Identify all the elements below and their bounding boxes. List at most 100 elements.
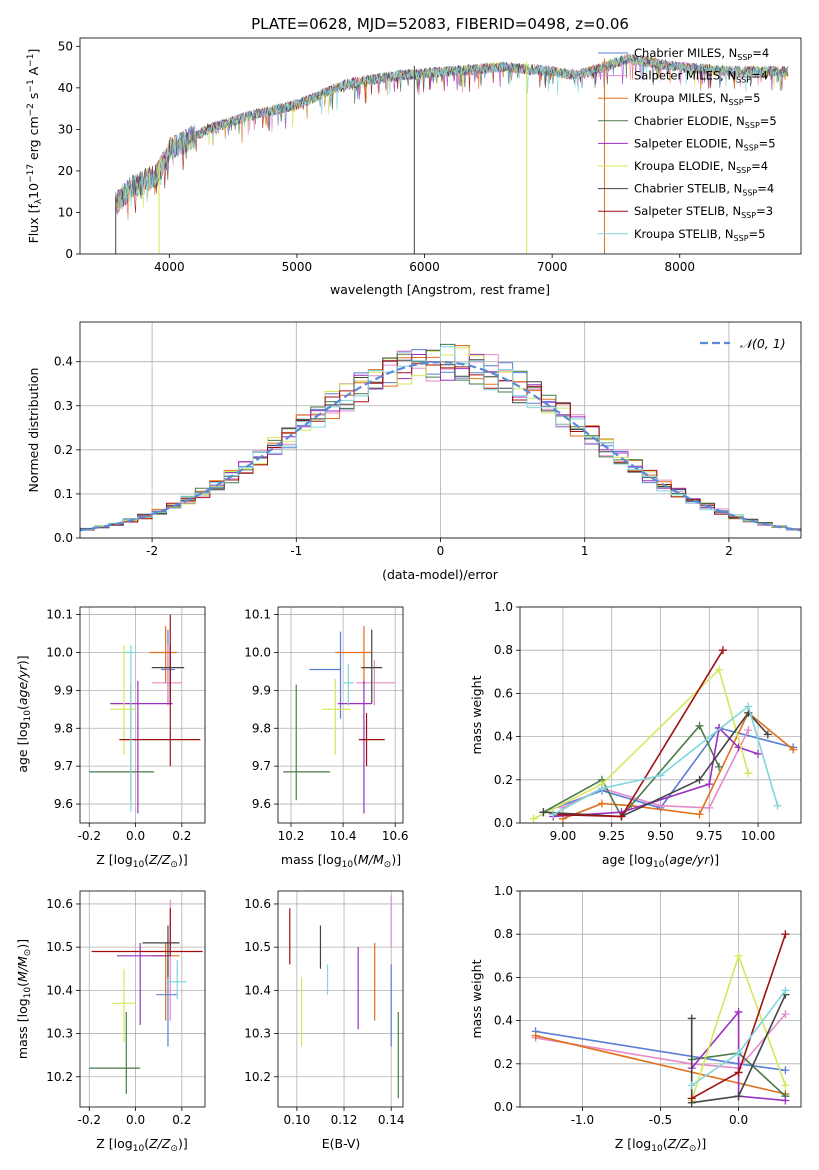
plot-area [531,930,790,1107]
x-tick-label: 10.2 [278,829,305,843]
y-tick-label: 9.6 [252,797,271,811]
weight-point [656,771,665,780]
x-axis-label: Z [log10(Z/Z⊙)] [96,852,187,870]
weight-point [781,1010,790,1019]
x-tick-label: 10.6 [382,829,409,843]
x-tick-label: 9.00 [550,829,577,843]
plot-area [89,899,203,1095]
weight-series-kroupa-stelib [549,702,782,819]
y-tick-label: 1.0 [494,600,513,614]
y-tick-label: 9.8 [54,721,73,735]
weight-point [617,812,626,821]
weight-point [734,1049,743,1057]
weight-series-chabrier-stelib [687,990,790,1107]
x-tick-label: -2 [146,544,158,558]
weight-series-kroupa-stelib [687,986,790,1090]
weight-point [763,730,772,739]
y-tick-label: 10.3 [244,1027,271,1041]
y-tick-label: 0.8 [494,927,513,941]
x-tick-label: 6000 [409,260,440,274]
y-axis-label: mass weight [469,675,484,754]
x-tick-label: 0.10 [284,1113,311,1127]
chart-Z-weights: -1.0 -0.5 0.0 0.0 0.2 0.4 0.6 0.8 1.0 mass weight… [469,884,802,1154]
legend-label: Chabrier MILES, NSSP=4 [634,46,769,62]
x-tick-label: -0.2 [78,829,101,843]
y-tick-label: 0.2 [54,443,73,457]
plot-area [89,614,201,814]
y-tick-label: 0.6 [494,970,513,984]
y-tick-label: 0.4 [54,355,73,369]
x-tick-label: 1 [581,544,589,558]
weight-point [539,808,548,817]
weight-point [781,1096,790,1105]
y-axis-label: Flux [fλ10−17 erg cm−2 s−1 A−1] [26,49,44,244]
x-tick-label: 0.14 [378,1113,405,1127]
errorbar-salpeter-elodie [117,942,171,1025]
y-tick-label: 0.4 [494,730,513,744]
y-tick-label: 10.1 [46,608,73,622]
weight-point [734,1068,743,1077]
weight-line [562,711,794,820]
weight-series-kroupa-elodie [529,665,753,823]
weight-point [734,951,743,960]
weight-point [687,1081,696,1090]
plot-area [289,895,399,1099]
histogram-salpeter-stelib [80,360,801,531]
weight-point [705,803,714,812]
weight-point [549,810,558,819]
x-tick-label: 2 [725,544,733,558]
histogram-kroupa-stelib [80,346,801,531]
x-axis-label: age [log10(age/yr)] [602,852,719,870]
weight-line [533,668,750,820]
weight-line [553,649,724,818]
axes-frame [277,890,404,1108]
y-tick-label: 50 [58,39,73,53]
weight-point [754,749,763,758]
normal-reference-curve [80,360,801,532]
y-tick-label: 10 [58,205,73,219]
chart-spectrum: 4000 5000 6000 7000 8000 0 10 20 30 40 50 Flux [fλ1… [26,37,802,297]
y-tick-label: 0.2 [494,1057,513,1071]
chart-Z-vs-mass: -0.2 0.0 0.2 10.2 10.3 10.4 10.5 10.6 mass [log1… [15,890,206,1154]
weight-series-kroupa-miles [558,708,798,823]
y-tick-label: 0.2 [494,773,513,787]
y-tick-label: 9.8 [252,721,271,735]
errorbar-kroupa-miles [149,625,178,683]
legend-label: Kroupa ELODIE, NSSP=4 [634,159,768,175]
errorbar-salpeter-miles [151,644,182,706]
legend-label: Salpeter ELODIE, NSSP=5 [634,136,776,152]
x-tick-label: 7000 [537,260,568,274]
x-tick-label: 9.75 [696,829,723,843]
weight-series-salpeter-stelib [687,930,790,1103]
x-tick-label: 0.0 [729,1113,748,1127]
axes-frame [79,890,206,1108]
axes-frame [79,606,206,824]
errorbar-salpeter-elodie [337,680,372,814]
y-tick-label: 10.2 [46,1070,73,1084]
weight-point [744,726,753,735]
plot-area [529,646,798,823]
errorbar-salpeter-stelib [119,614,201,767]
y-tick-label: 10.6 [46,897,73,911]
axes-frame [277,606,404,824]
y-tick-label: 10.0 [244,645,271,659]
y-tick-label: 10.5 [46,940,73,954]
weight-point [695,721,704,730]
weight-point [695,775,704,784]
legend-label: 𝒩(0, 1) [740,336,786,351]
plot-area [283,625,396,814]
y-axis-label: mass [log10(M/M⊙)] [15,939,33,1059]
y-tick-label: 10.6 [244,897,271,911]
spectrum-series-chabrier-stelib [115,54,789,207]
legend-label: Chabrier STELIB, NSSP=4 [634,182,774,198]
errorbar-chabrier-elodie [89,684,155,801]
errorbar-kroupa-elodie [110,644,136,755]
x-tick-label: 5000 [282,260,313,274]
x-tick-label: 0.0 [126,1113,145,1127]
y-tick-label: 0.8 [494,643,513,657]
x-axis-label: Z [log10(Z/Z⊙)] [615,1136,706,1154]
chart-EBV-vs-mass: 0.10 0.12 0.14 10.2 10.3 10.4 10.5 10.6 E(B-V) [244,890,405,1151]
legend-label: Kroupa STELIB, NSSP=5 [634,227,765,243]
x-tick-label: -0.2 [78,1113,101,1127]
weight-series-salpeter-miles [558,726,753,812]
